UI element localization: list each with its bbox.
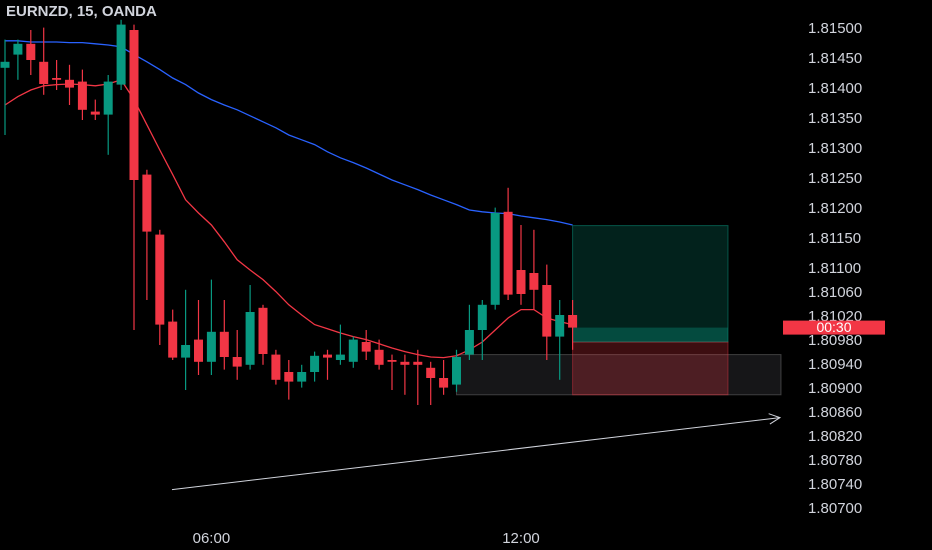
- candle-body: [142, 174, 152, 232]
- plot: [0, 19, 578, 405]
- y-tick-label: 1.81400: [808, 80, 862, 97]
- candle-body: [65, 79, 74, 88]
- candle-body: [555, 315, 565, 337]
- candle-body: [477, 304, 487, 330]
- candle-body: [90, 111, 100, 115]
- candle-body: [439, 378, 449, 388]
- price-label: [783, 320, 885, 335]
- chart-title: EURNZD, 15, OANDA: [6, 3, 157, 20]
- y-tick-label: 1.81020: [808, 308, 862, 325]
- candle-body: [129, 30, 139, 180]
- y-tick-label: 1.80700: [808, 500, 862, 517]
- y-tick-label: 1.81450: [808, 50, 862, 67]
- candle-body: [452, 357, 461, 385]
- candle-body: [503, 211, 513, 295]
- candle-body: [426, 367, 436, 378]
- candle-body: [387, 360, 397, 362]
- candle-body: [542, 285, 552, 337]
- candle-body: [361, 342, 371, 352]
- zone: [456, 354, 782, 396]
- y-tick-label: 1.81250: [808, 170, 862, 187]
- position-profit: [572, 225, 729, 343]
- moving-average: [4, 79, 573, 359]
- candle-body: [245, 312, 255, 365]
- candle-body: [310, 355, 320, 372]
- candle-body: [232, 357, 242, 367]
- candle-body: [0, 61, 10, 68]
- candle-body: [258, 307, 268, 354]
- y-tick-label: 1.80860: [808, 404, 862, 421]
- y-tick-label: 1.81200: [808, 200, 862, 217]
- y-tick-label: 1.81350: [808, 110, 862, 127]
- candle-body: [529, 273, 539, 290]
- candle-body: [464, 330, 474, 355]
- y-tick-label: 1.80780: [808, 452, 862, 469]
- candle-body: [297, 372, 307, 382]
- candle-body: [413, 361, 423, 365]
- moving-average: [5, 40, 573, 226]
- candle-body: [181, 345, 191, 358]
- candle-body: [516, 270, 526, 294]
- y-tick-label: 1.81100: [808, 260, 861, 277]
- candle-body: [13, 43, 23, 55]
- y-tick-label: 1.81150: [808, 230, 861, 247]
- candle-body: [271, 354, 281, 380]
- position-open: [572, 327, 728, 342]
- countdown: 00:30: [816, 319, 851, 335]
- y-tick-label: 1.81300: [808, 140, 862, 157]
- candle-body: [374, 349, 384, 365]
- y-tick-label: 1.81060: [808, 284, 862, 301]
- candle-body: [284, 372, 294, 382]
- position-risk: [572, 341, 729, 396]
- trendline-arrow: [768, 413, 782, 425]
- drawings: [171, 225, 782, 491]
- y-tick-label: 1.80820: [808, 428, 862, 445]
- candle-body: [77, 81, 87, 110]
- candle-body: [168, 321, 178, 358]
- candle-body: [39, 61, 49, 84]
- candle-body: [194, 339, 203, 362]
- candle-body: [26, 43, 36, 60]
- candle-body: [568, 315, 578, 328]
- candle-body: [206, 331, 216, 362]
- x-tick-label: 06:00: [193, 530, 231, 547]
- y-tick-label: 1.80940: [808, 356, 862, 373]
- candle-body: [103, 81, 113, 115]
- candle-body: [490, 213, 500, 305]
- candle-body: [323, 354, 332, 358]
- x-tick-label: 12:00: [502, 530, 540, 547]
- trendline: [171, 417, 781, 491]
- y-tick-label: 1.81500: [808, 20, 862, 37]
- y-tick-label: 1.80980: [808, 332, 862, 349]
- candle-body: [155, 234, 165, 325]
- candle-body: [219, 331, 229, 357]
- candle-body: [335, 354, 345, 360]
- candle-body: [400, 361, 410, 365]
- candle-body: [52, 78, 62, 80]
- y-tick-label: 1.80740: [808, 476, 862, 493]
- candle-body: [116, 24, 126, 85]
- candle-body: [348, 339, 358, 362]
- y-tick-label: 1.80900: [808, 380, 862, 397]
